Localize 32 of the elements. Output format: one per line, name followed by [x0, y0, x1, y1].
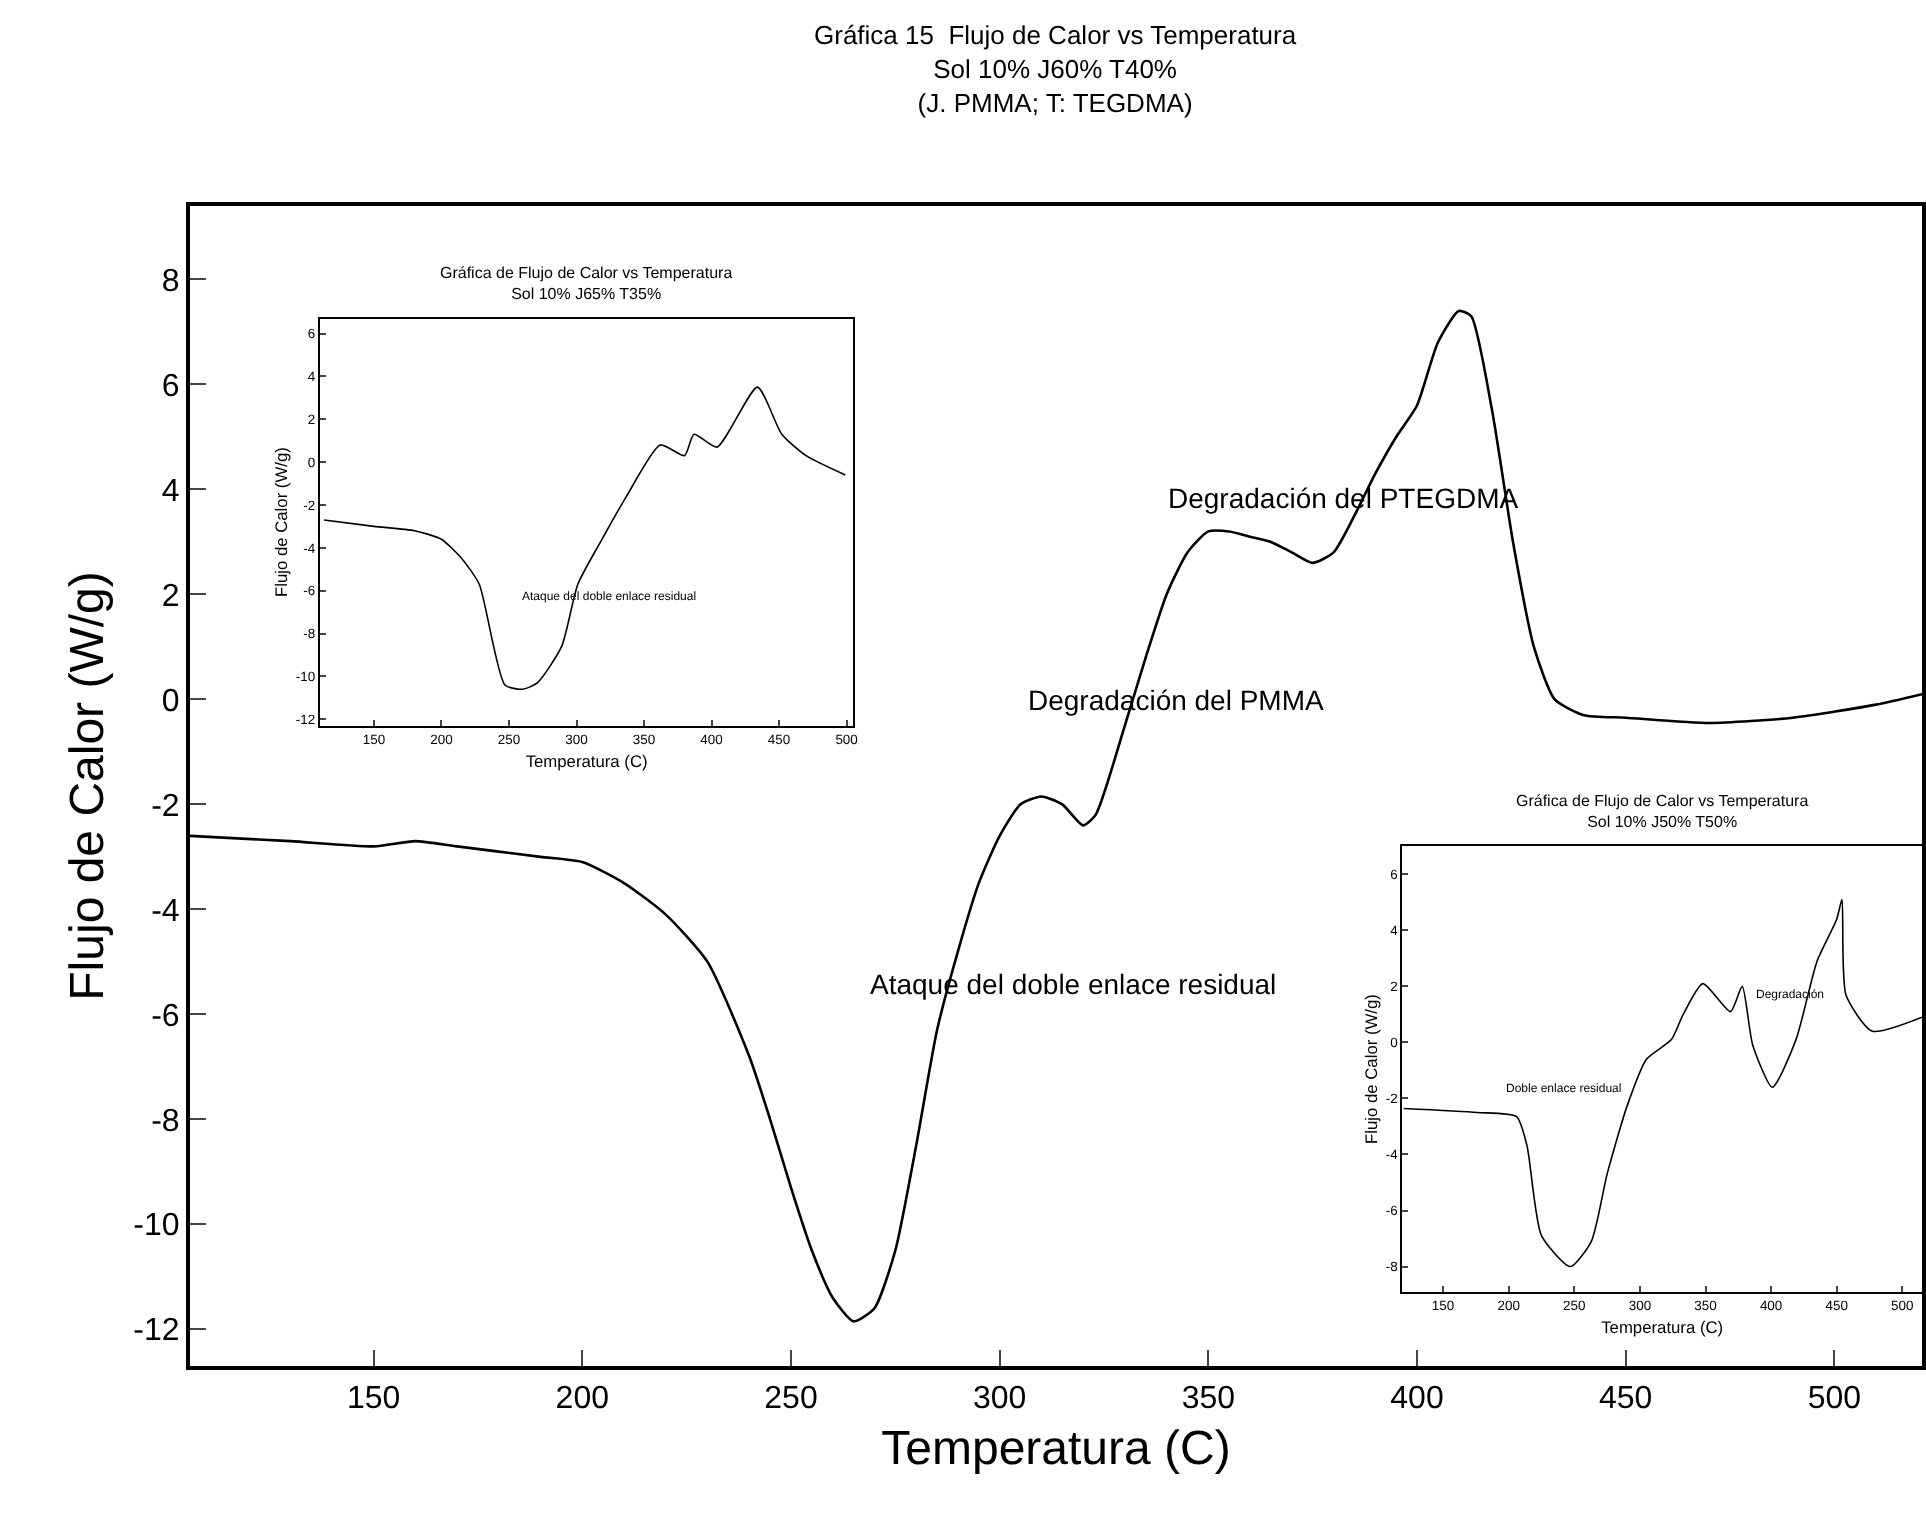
- chart-subtitle: Sol 10% J65% T35%: [511, 284, 662, 303]
- y-tick-label: 4: [161, 474, 180, 509]
- x-tick-label: 500: [1807, 1382, 1862, 1417]
- y-tick-label: -8: [151, 1104, 180, 1139]
- y-tick-label: -2: [151, 789, 180, 824]
- chart-title: Gráfica 15 Flujo de Calor vs Temperatura: [814, 20, 1298, 50]
- y-tick-label: -4: [151, 894, 180, 929]
- y-tick-label: -10: [133, 1209, 180, 1244]
- y-axis-title: Flujo de Calor (W/g): [1360, 993, 1381, 1144]
- x-axis-title: Temperatura (C): [525, 750, 649, 771]
- y-tick-label: 8: [161, 264, 180, 299]
- y-tick-label: 2: [161, 579, 180, 614]
- x-tick-label: 250: [764, 1382, 818, 1417]
- y-tick-label: -6: [151, 999, 180, 1034]
- x-tick-label: 450: [1598, 1382, 1653, 1417]
- y-tick-label: 6: [161, 369, 180, 404]
- y-tick-label: 0: [161, 684, 180, 719]
- y-axis-title: Flujo de Calor (W/g): [60, 571, 115, 1001]
- x-tick-label: 150: [346, 1382, 401, 1417]
- line-series: [323, 386, 847, 691]
- y-tick-label: -12: [133, 1314, 180, 1349]
- x-tick-label: 300: [972, 1382, 1027, 1417]
- x-tick-label: 200: [555, 1382, 610, 1417]
- chart-title: Gráfica de Flujo de Calor vs Temperatura: [440, 264, 734, 282]
- x-tick-label: 350: [1181, 1382, 1236, 1417]
- chart-subtitle: Sol 10% J60% T40% (J. PMMA; T: TEGDMA): [917, 53, 1193, 118]
- x-tick-label: 400: [1390, 1382, 1444, 1417]
- x-axis-title: Temperatura (C): [881, 1422, 1231, 1476]
- y-axis-title: Flujo de Calor (W/g): [270, 446, 291, 598]
- x-axis-title: Temperatura (C): [1601, 1316, 1724, 1337]
- chart-subtitle: Sol 10% J50% T50%: [1587, 812, 1738, 831]
- chart-title: Gráfica de Flujo de Calor vs Temperatura: [1516, 792, 1810, 810]
